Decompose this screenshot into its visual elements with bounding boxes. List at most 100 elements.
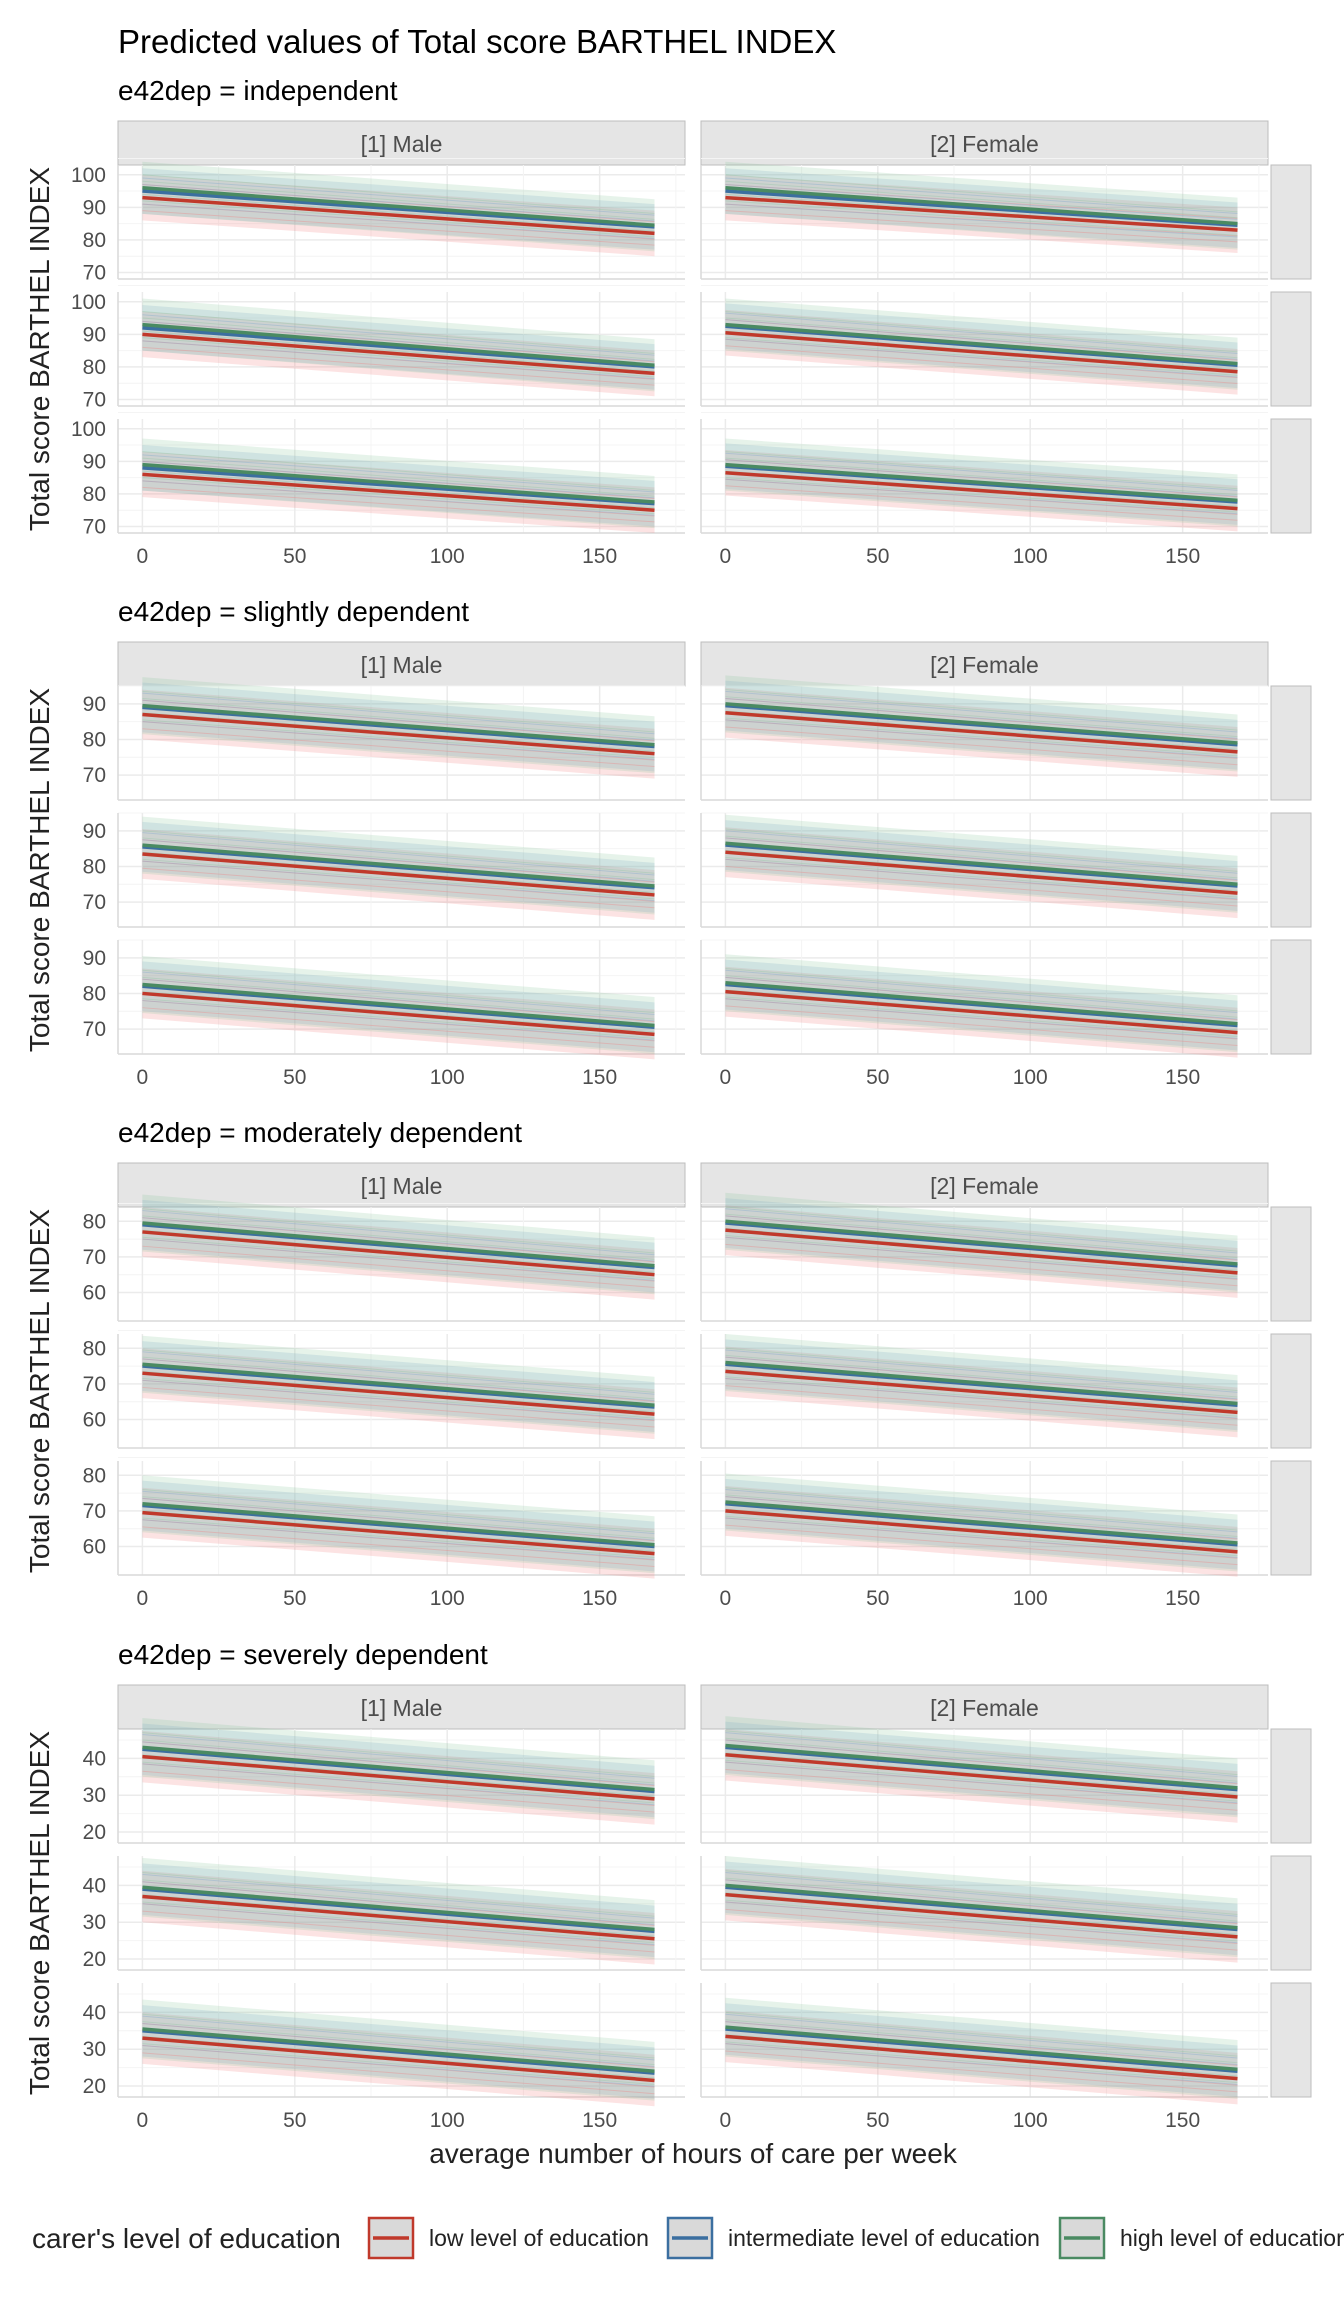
band-trace-low	[142, 1910, 655, 1953]
column-strip-label: [1] Male	[361, 652, 443, 678]
band-trace-intermediate	[725, 478, 1238, 515]
x-axis-title: average number of hours of care per week	[429, 2138, 958, 2169]
band-trace-low	[142, 1903, 655, 1946]
band-trace-low	[142, 184, 655, 223]
x-tick-label: 100	[430, 2109, 465, 2132]
row-strip	[1270, 291, 1312, 407]
band-trace-high	[725, 1376, 1238, 1417]
group-subtitle: e42dep = slightly dependent	[118, 596, 469, 627]
band-trace-low	[142, 721, 655, 761]
band-trace-high	[725, 989, 1238, 1031]
y-tick-label: 100	[71, 418, 106, 441]
band-trace-intermediate	[725, 998, 1238, 1039]
y-tick-label: 80	[83, 982, 106, 1005]
y-tick-label: 70	[83, 1500, 106, 1523]
y-tick-label: 80	[83, 483, 106, 506]
series-line-low	[725, 2034, 1238, 2081]
band-trace-high	[142, 1208, 655, 1254]
y-tick-label: 70	[83, 261, 106, 284]
band-trace-intermediate	[142, 1490, 655, 1535]
x-tick-label: 150	[1165, 545, 1200, 568]
x-tick-label: 50	[283, 1587, 306, 1610]
band-trace-low	[142, 2022, 655, 2068]
band-trace-high	[725, 457, 1238, 496]
column-strip-label: [2] Female	[930, 1173, 1039, 1199]
band-trace-high	[142, 457, 655, 497]
facet-panel	[700, 812, 1268, 928]
band-trace-high	[725, 1494, 1238, 1538]
band-trace-intermediate	[142, 832, 655, 876]
series-line-low	[142, 1510, 655, 1556]
band-trace-high	[142, 1496, 655, 1539]
facet-panel	[700, 411, 1268, 534]
y-tick-label: 90	[83, 947, 106, 970]
band-trace-high	[142, 1761, 655, 1804]
band-trace-intermediate	[725, 1761, 1238, 1804]
band-trace-low	[725, 719, 1238, 759]
band-trace-low	[142, 1358, 655, 1402]
band-trace-high	[142, 1236, 655, 1280]
y-tick-label: 90	[83, 693, 106, 716]
band-trace-high	[725, 200, 1238, 236]
band-trace-high	[142, 1378, 655, 1419]
row-strip	[1270, 1206, 1312, 1322]
series-line-intermediate	[142, 1364, 655, 1409]
band-trace-low	[725, 1761, 1238, 1805]
band-trace-low	[142, 210, 655, 246]
band-trace-intermediate	[142, 1873, 655, 1919]
band-trace-high	[725, 1347, 1238, 1392]
band-trace-high	[142, 317, 655, 360]
band-trace-intermediate	[142, 454, 655, 493]
column-strip	[117, 641, 686, 687]
facet-panel	[700, 1456, 1268, 1577]
series-line-high	[725, 1219, 1238, 1266]
x-tick-label: 50	[866, 2109, 889, 2132]
band-trace-high	[725, 857, 1238, 898]
band-trace-high	[725, 1487, 1238, 1531]
band-trace-high	[725, 1892, 1238, 1935]
band-trace-low	[725, 998, 1238, 1040]
facet-panel	[700, 1856, 1268, 1971]
y-tick-label: 80	[83, 229, 106, 252]
band-trace-intermediate	[725, 976, 1238, 1020]
x-tick-label: 50	[283, 545, 306, 568]
series-line-low	[142, 991, 655, 1037]
band-trace-intermediate	[725, 184, 1238, 220]
group-subtitle: e42dep = independent	[118, 75, 398, 106]
band-trace-intermediate	[142, 320, 655, 362]
column-strip-label: [2] Female	[930, 131, 1039, 157]
series-line-intermediate	[725, 189, 1238, 228]
facet-panel	[117, 1983, 685, 2107]
band-trace-high	[725, 337, 1238, 376]
legend-label-intermediate: intermediate level of education	[728, 2225, 1040, 2251]
series-line-high	[142, 1885, 655, 1932]
series-line-intermediate	[725, 1362, 1238, 1407]
band-trace-intermediate	[142, 203, 655, 240]
series-line-intermediate	[725, 1502, 1238, 1547]
series-line-high	[142, 1221, 655, 1268]
x-tick-label: 0	[137, 1066, 149, 1089]
group-subtitle: e42dep = moderately dependent	[118, 1117, 522, 1148]
band-trace-high	[142, 1894, 655, 1937]
band-trace-intermediate	[725, 1236, 1238, 1280]
band-trace-intermediate	[142, 1763, 655, 1806]
band-trace-high	[725, 1235, 1238, 1278]
row-strip	[1270, 939, 1312, 1055]
band-trace-intermediate	[725, 719, 1238, 759]
y-tick-label: 60	[83, 1282, 106, 1305]
band-trace-low	[142, 1379, 655, 1422]
band-trace-intermediate	[725, 312, 1238, 355]
series-line-intermediate	[725, 843, 1238, 888]
series-line-low	[725, 330, 1238, 374]
band-trace-intermediate	[725, 830, 1238, 874]
x-tick-label: 100	[430, 1587, 465, 1610]
band-trace-low	[725, 865, 1238, 907]
y-axis-title: Total score BARTHEL INDEX	[24, 1209, 55, 1573]
band-trace-intermediate	[142, 1903, 655, 1946]
series-line-low	[725, 1892, 1238, 1939]
band-trace-high	[142, 719, 655, 759]
band-trace-intermediate	[142, 1210, 655, 1256]
band-trace-intermediate	[725, 858, 1238, 900]
band-trace-high	[725, 968, 1238, 1012]
y-tick-label: 90	[83, 450, 106, 473]
